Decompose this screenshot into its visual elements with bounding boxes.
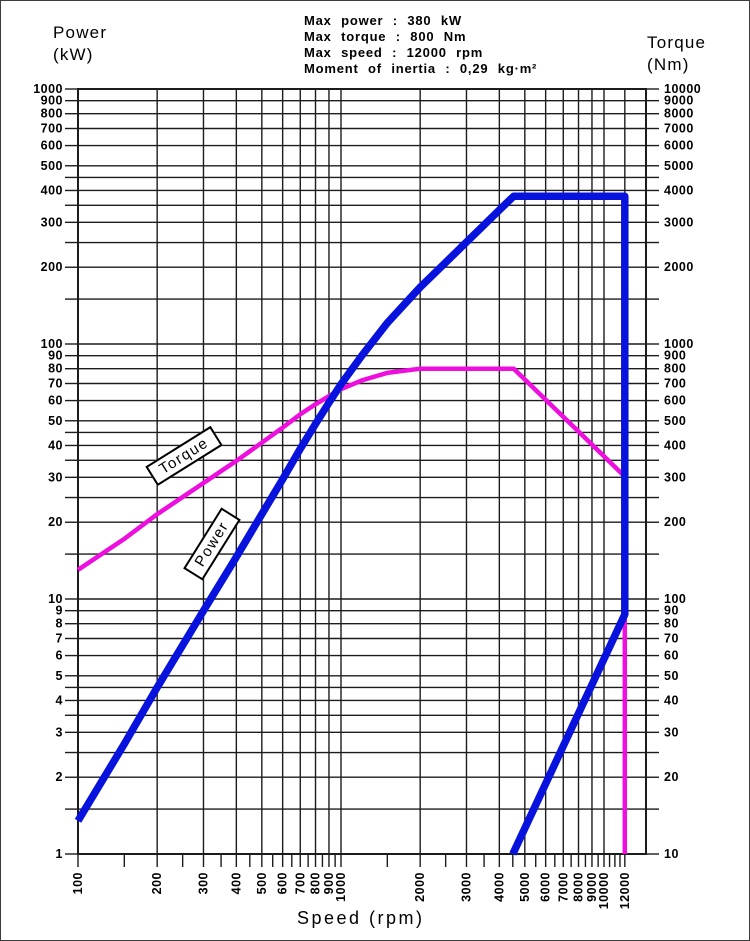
right-axis-tick-label: 400: [664, 438, 686, 452]
annotation-max-torque: Max torque : 800 Nm: [304, 29, 467, 44]
right-axis-tick-label: 10000: [664, 82, 701, 96]
left-axis-tick-label: 70: [48, 377, 63, 391]
bottom-axis-tick-label: 300: [196, 872, 210, 894]
annotation-inertia: Moment of inertia : 0,29 kg·m²: [304, 61, 538, 76]
right-axis-tick-label: 500: [664, 414, 686, 428]
left-axis-tick-label: 500: [41, 159, 63, 173]
left-axis-tick-label: 20: [48, 515, 63, 529]
bottom-axis-tick-label: 900: [322, 872, 336, 894]
right-axis-tick-label: 4000: [664, 183, 694, 197]
right-axis-tick-label: 200: [664, 515, 686, 529]
annotation-max-speed: Max speed : 12000 rpm: [304, 45, 484, 60]
left-axis-tick-label: 30: [48, 470, 63, 484]
bottom-axis-tick-label: 4000: [492, 872, 506, 902]
right-axis-tick-label: 600: [664, 394, 686, 408]
right-axis-tick-label: 30: [664, 725, 679, 739]
left-axis-tick-label: 300: [41, 215, 63, 229]
right-axis-tick-label: 60: [664, 649, 679, 663]
right-axis-tick-label: 50: [664, 669, 679, 683]
bottom-axis-tick-label: 3000: [459, 872, 473, 902]
left-axis-tick-label: 80: [48, 362, 63, 376]
left-axis-title-line2: (kW): [53, 45, 94, 64]
bottom-axis-tick-label: 100: [71, 872, 85, 894]
right-axis-tick-label: 9000: [664, 94, 694, 108]
left-axis-tick-label: 800: [41, 107, 63, 121]
left-axis-tick-label: 8: [56, 617, 63, 631]
right-axis-tick-label: 8000: [664, 107, 694, 121]
right-axis-tick-label: 300: [664, 470, 686, 484]
left-axis-tick-label: 100: [41, 337, 63, 351]
left-axis-tick-label: 10: [48, 592, 63, 606]
right-axis-tick-label: 2000: [664, 260, 694, 274]
left-axis-tick-label: 60: [48, 394, 63, 408]
left-axis-title: Power (kW): [53, 22, 107, 66]
right-axis-tick-label: 100: [664, 592, 686, 606]
right-axis-tick-label: 70: [664, 632, 679, 646]
bottom-axis-tick-label: 1000: [334, 872, 348, 902]
bottom-axis-tick-label: 700: [293, 872, 307, 894]
left-axis-tick-label: 1000: [33, 82, 63, 96]
right-axis-tick-label: 10: [664, 847, 679, 861]
bottom-axis-tick-label: 9000: [585, 872, 599, 902]
right-axis-tick-label: 6000: [664, 139, 694, 153]
left-axis-tick-label: 600: [41, 139, 63, 153]
left-axis-tick-label: 9: [56, 604, 63, 618]
bottom-axis-tick-label: 7000: [556, 872, 570, 902]
x-axis-title: Speed (rpm): [297, 908, 425, 928]
right-axis-tick-label: 900: [664, 349, 686, 363]
bottom-axis-tick-label: 800: [309, 872, 323, 894]
left-axis-tick-label: 50: [48, 414, 63, 428]
right-axis-tick-label: 20: [664, 770, 679, 784]
left-axis-tick-label: 400: [41, 183, 63, 197]
left-axis-title-line1: Power: [53, 23, 108, 42]
power-curve: [74, 192, 629, 856]
bottom-axis-tick-label: 10000: [597, 872, 611, 909]
bottom-axis-tick-label: 600: [276, 872, 290, 894]
bottom-axis-tick-label: 8000: [572, 872, 586, 902]
left-axis-tick-label: 2: [56, 770, 63, 784]
right-axis-tick-label: 3000: [664, 215, 694, 229]
bottom-axis-tick-label: 500: [255, 872, 269, 894]
plot-frame: [77, 88, 647, 855]
right-axis-tick-label: 700: [664, 377, 686, 391]
left-axis-tick-label: 7: [56, 632, 63, 646]
bottom-axis-tick-label: 12000: [618, 872, 632, 909]
left-axis-tick-label: 3: [56, 725, 63, 739]
right-axis-tick-label: 40: [664, 693, 679, 707]
left-axis-tick-label: 6: [56, 649, 63, 663]
right-axis-tick-label: 800: [664, 362, 686, 376]
right-axis-tick-label: 90: [664, 604, 679, 618]
left-axis-tick-label: 200: [41, 260, 63, 274]
left-axis-tick-label: 4: [56, 693, 63, 707]
bottom-axis-tick-label: 2000: [413, 872, 427, 902]
right-axis-title-line1: Torque: [647, 33, 707, 52]
left-axis-tick-label: 5: [56, 669, 63, 683]
bottom-axis-tick-label: 200: [150, 872, 164, 894]
left-axis-tick-label: 90: [48, 349, 63, 363]
right-axis-tick-label: 80: [664, 617, 679, 631]
left-axis-tick-label: 700: [41, 122, 63, 136]
annotation-max-power: Max power : 380 kW: [304, 13, 462, 28]
right-axis-title: Torque (Nm): [647, 32, 706, 76]
left-axis-tick-label: 40: [48, 438, 63, 452]
bottom-axis-tick-label: 5000: [518, 872, 532, 902]
right-axis-tick-label: 7000: [664, 122, 694, 136]
bottom-axis-tick-label: 6000: [539, 872, 553, 902]
bottom-axis-tick-label: 400: [229, 872, 243, 894]
right-axis-tick-label: 1000: [664, 337, 694, 351]
left-axis-tick-label: 1: [56, 847, 63, 861]
right-axis-title-line2: (Nm): [647, 55, 690, 74]
right-axis-tick-label: 5000: [664, 159, 694, 173]
left-axis-tick-label: 900: [41, 94, 63, 108]
